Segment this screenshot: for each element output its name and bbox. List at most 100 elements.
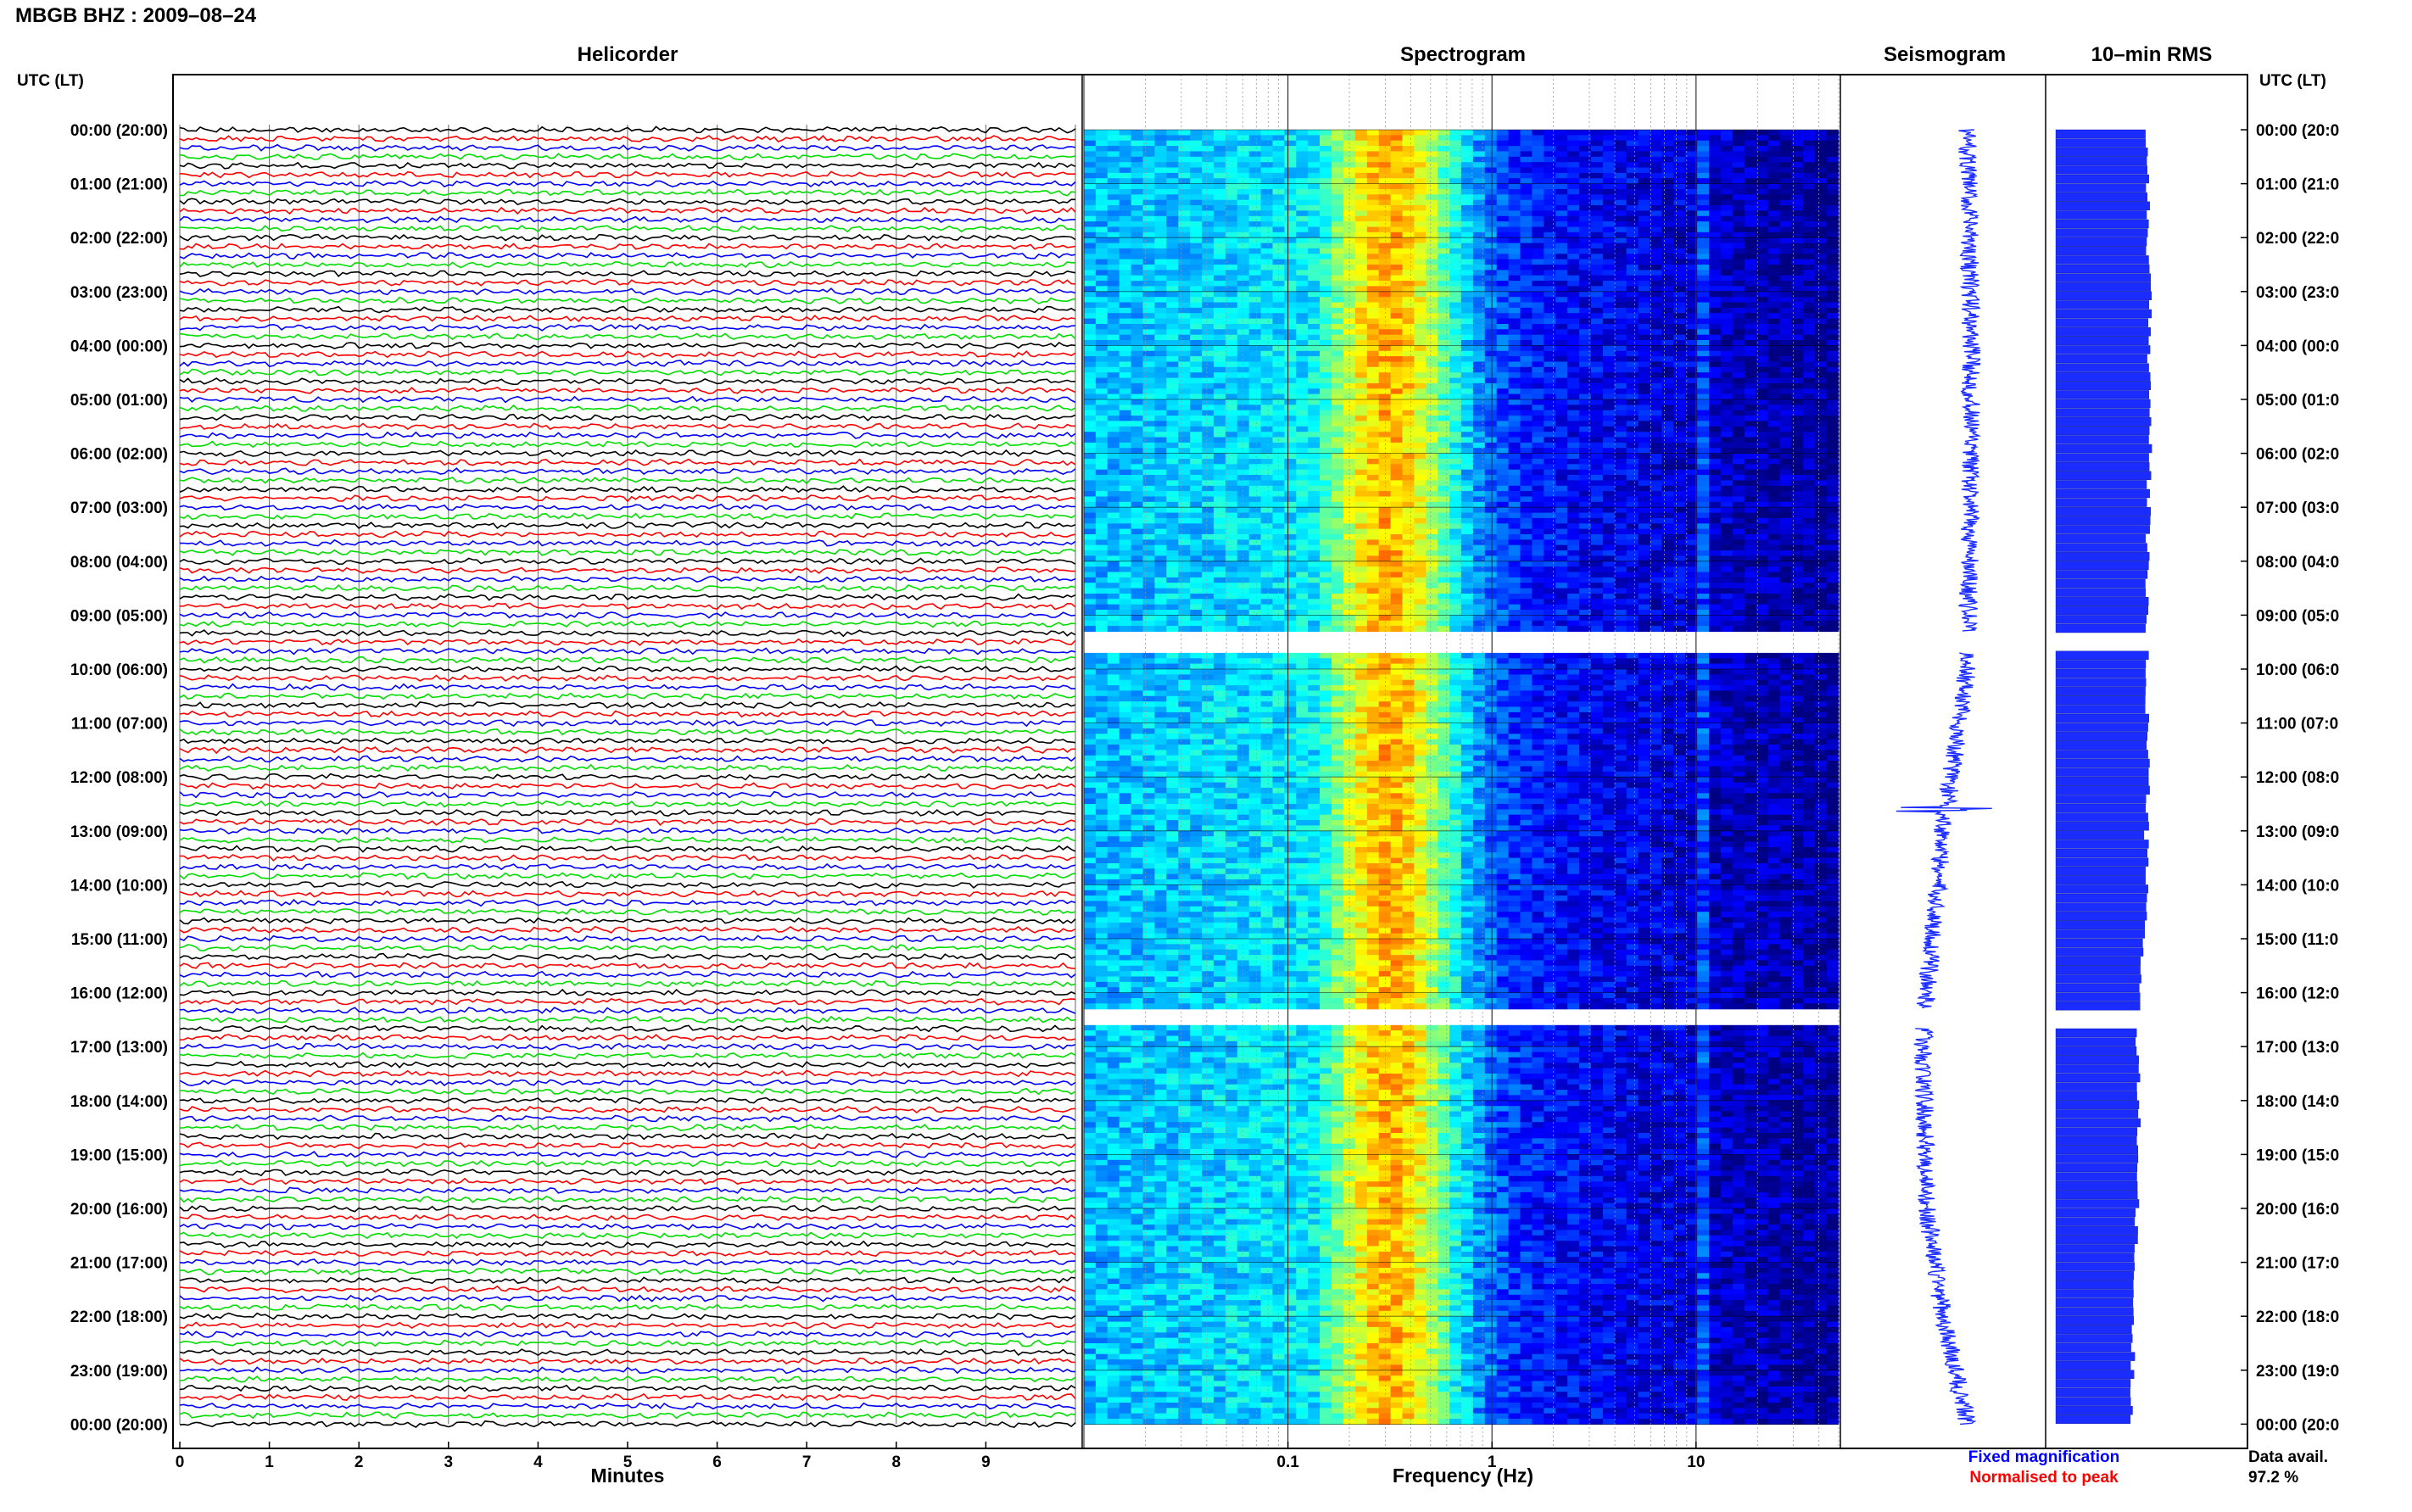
spectrogram-cell xyxy=(1509,216,1521,222)
spectrogram-cell xyxy=(1178,189,1191,195)
spectrogram-cell xyxy=(1673,427,1686,432)
spectrogram-cell xyxy=(1532,421,1544,427)
spectrogram-cell xyxy=(1391,470,1404,476)
spectrogram-cell xyxy=(1579,292,1592,298)
spectrogram-cell xyxy=(1320,399,1332,405)
spectrogram-cell xyxy=(1803,399,1816,405)
spectrogram-cell xyxy=(1108,168,1120,174)
spectrogram-cell xyxy=(1780,135,1793,141)
spectrogram-cell xyxy=(1673,464,1686,470)
spectrogram-cell xyxy=(1497,130,1510,136)
spectrogram-cell xyxy=(1226,200,1238,206)
spectrogram-cell xyxy=(1709,507,1722,513)
hour-label-right: 23:00 (19:0 xyxy=(2256,1363,2339,1381)
spectrogram-cell xyxy=(1532,200,1544,206)
spectrogram-cell xyxy=(1544,221,1556,227)
hour-label-right: 09:00 (05:0 xyxy=(2256,607,2339,625)
spectrogram-cell xyxy=(1780,378,1793,384)
spectrogram-cell xyxy=(1414,345,1427,351)
spectrogram-cell xyxy=(1202,410,1214,416)
spectrogram-cell xyxy=(1284,405,1297,410)
spectrogram-cell xyxy=(1697,405,1710,410)
spectrogram-cell xyxy=(1639,281,1651,287)
spectrogram-cell xyxy=(1403,151,1415,157)
spectrogram-cell xyxy=(1084,470,1097,476)
spectrogram-cell xyxy=(1673,367,1686,373)
spectrogram-cell xyxy=(1403,480,1415,486)
spectrogram-cell xyxy=(1555,243,1568,249)
spectrogram-cell xyxy=(1709,388,1722,394)
spectrogram-cell xyxy=(1803,286,1816,292)
spectrogram-cell xyxy=(1108,254,1120,259)
spectrogram-cell xyxy=(1214,421,1226,427)
spectrogram-cell xyxy=(1650,232,1663,238)
spectrogram-cell xyxy=(1096,410,1108,416)
spectrogram-cell xyxy=(1473,168,1486,174)
spectrogram-cell xyxy=(1697,270,1710,276)
spectrogram-cell xyxy=(1131,173,1144,179)
right-hour-labels: 00:00 (20:001:00 (21:002:00 (22:003:00 (… xyxy=(2241,122,2339,1434)
spectrogram-cell xyxy=(1780,448,1793,454)
spectrogram-cell xyxy=(1237,523,1250,529)
spectrogram-cell xyxy=(1473,200,1486,206)
spectrogram-cell xyxy=(1768,276,1781,282)
spectrogram-cell xyxy=(1414,405,1427,410)
spectrogram-cell xyxy=(1226,383,1238,389)
spectrogram-cell xyxy=(1497,308,1510,314)
spectrogram-cell xyxy=(1661,329,1674,335)
spectrogram-cell xyxy=(1733,141,1745,147)
spectrogram-cell xyxy=(1509,173,1521,179)
spectrogram-cell xyxy=(1544,303,1556,309)
spectrogram-cell xyxy=(1567,378,1580,384)
spectrogram-cell xyxy=(1108,459,1120,465)
spectrogram-cell xyxy=(1226,399,1238,405)
spectrogram-cell xyxy=(1320,427,1332,432)
spectrogram-cell xyxy=(1261,383,1274,389)
spectrogram-cell xyxy=(1639,345,1651,351)
spectrogram-cell xyxy=(1119,308,1132,314)
spectrogram-cell xyxy=(1721,276,1734,282)
spectrogram-cell xyxy=(1615,189,1628,195)
spectrogram-cell xyxy=(1733,356,1745,362)
spectrogram-cell xyxy=(1591,340,1604,346)
spectrogram-cell xyxy=(1108,394,1120,400)
spectrogram-cell xyxy=(1261,205,1274,211)
spectrogram-cell xyxy=(1214,265,1226,271)
spectrogram-cell xyxy=(1721,216,1734,222)
spectrogram-cell xyxy=(1827,335,1840,341)
spectrogram-cell xyxy=(1379,345,1392,351)
spectrogram-cell xyxy=(1108,237,1120,243)
spectrogram-cell xyxy=(1721,237,1734,243)
spectrogram-cell xyxy=(1190,383,1203,389)
spectrogram-cell xyxy=(1485,254,1498,259)
spectrogram-cell xyxy=(1603,351,1616,357)
spectrogram-cell xyxy=(1391,297,1404,303)
spectrogram-cell xyxy=(1343,194,1356,200)
spectrogram-cell xyxy=(1591,454,1604,460)
spectrogram-cell xyxy=(1284,232,1297,238)
spectrogram-cell xyxy=(1591,362,1604,368)
spectrogram-cell xyxy=(1567,216,1580,222)
spectrogram-cell xyxy=(1756,194,1769,200)
spectrogram-cell xyxy=(1509,232,1521,238)
spectrogram-cell xyxy=(1332,356,1344,362)
spectrogram-cell xyxy=(1449,189,1462,195)
spectrogram-cell xyxy=(1615,480,1628,486)
spectrogram-cell xyxy=(1827,480,1840,486)
spectrogram-cell xyxy=(1768,292,1781,298)
spectrogram-cell xyxy=(1308,308,1320,314)
spectrogram-cell xyxy=(1320,324,1332,330)
spectrogram-cell xyxy=(1391,475,1404,481)
spectrogram-cell xyxy=(1827,410,1840,416)
spectrogram-cell xyxy=(1485,308,1498,314)
spectrogram-cell xyxy=(1320,378,1332,384)
spectrogram-cell xyxy=(1555,383,1568,389)
spectrogram-cell xyxy=(1615,432,1628,438)
spectrogram-cell xyxy=(1226,232,1238,238)
spectrogram-cell xyxy=(1721,319,1734,325)
spectrogram-cell xyxy=(1650,513,1663,519)
spectrogram-cell xyxy=(1615,313,1628,319)
spectrogram-cell xyxy=(1143,518,1156,524)
spectrogram-cell xyxy=(1709,259,1722,265)
spectrogram-cell xyxy=(1261,162,1274,168)
